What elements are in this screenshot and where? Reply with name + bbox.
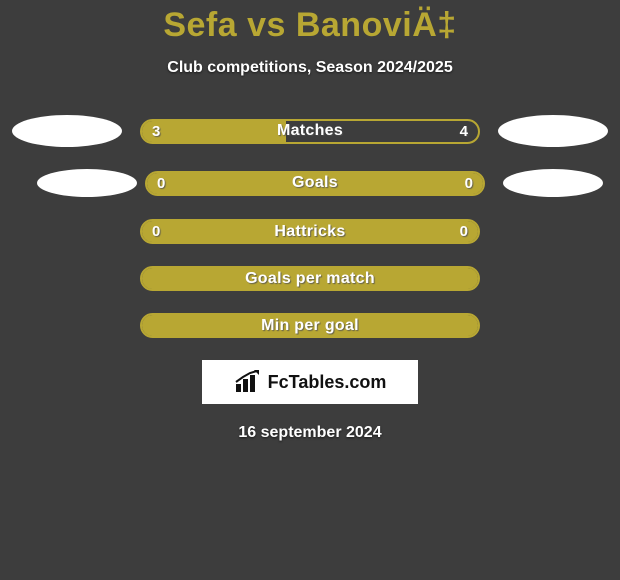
- stat-row: 0 Goals 0: [0, 169, 620, 197]
- stat-row: 0 Hattricks 0: [0, 219, 620, 244]
- page-title: Sefa vs BanoviÄ‡: [0, 6, 620, 45]
- stat-right-value: 4: [460, 121, 468, 142]
- stat-label: Goals: [147, 173, 483, 194]
- player-right-oval: [498, 115, 608, 147]
- subtitle: Club competitions, Season 2024/2025: [0, 59, 620, 77]
- logo-main: Tables: [289, 372, 345, 392]
- stat-right-value: 0: [460, 221, 468, 242]
- date-line: 16 september 2024: [0, 424, 620, 442]
- stat-bar: 3 Matches 4: [140, 119, 480, 144]
- chart-icon: [234, 370, 262, 394]
- stat-label: Goals per match: [142, 268, 478, 289]
- player-left-oval: [12, 115, 122, 147]
- stat-label: Min per goal: [142, 315, 478, 336]
- stat-bar: Min per goal: [140, 313, 480, 338]
- stat-label: Matches: [142, 121, 478, 142]
- stat-rows: 3 Matches 4 0 Goals 0 0 Hattricks 0: [0, 115, 620, 338]
- stat-label: Hattricks: [142, 221, 478, 242]
- logo-prefix: Fc: [268, 372, 289, 392]
- logo-text: FcTables.com: [268, 372, 387, 393]
- player-left-oval: [37, 169, 137, 197]
- logo-suffix: .com: [344, 372, 386, 392]
- stat-right-value: 0: [465, 173, 473, 194]
- stat-row: Goals per match: [0, 266, 620, 291]
- stat-bar: Goals per match: [140, 266, 480, 291]
- player-right-oval: [503, 169, 603, 197]
- fctables-logo[interactable]: FcTables.com: [202, 360, 418, 404]
- stat-row: Min per goal: [0, 313, 620, 338]
- stat-bar: 0 Goals 0: [145, 171, 485, 196]
- stat-row: 3 Matches 4: [0, 115, 620, 147]
- stat-bar: 0 Hattricks 0: [140, 219, 480, 244]
- comparison-card: Sefa vs BanoviÄ‡ Club competitions, Seas…: [0, 0, 620, 442]
